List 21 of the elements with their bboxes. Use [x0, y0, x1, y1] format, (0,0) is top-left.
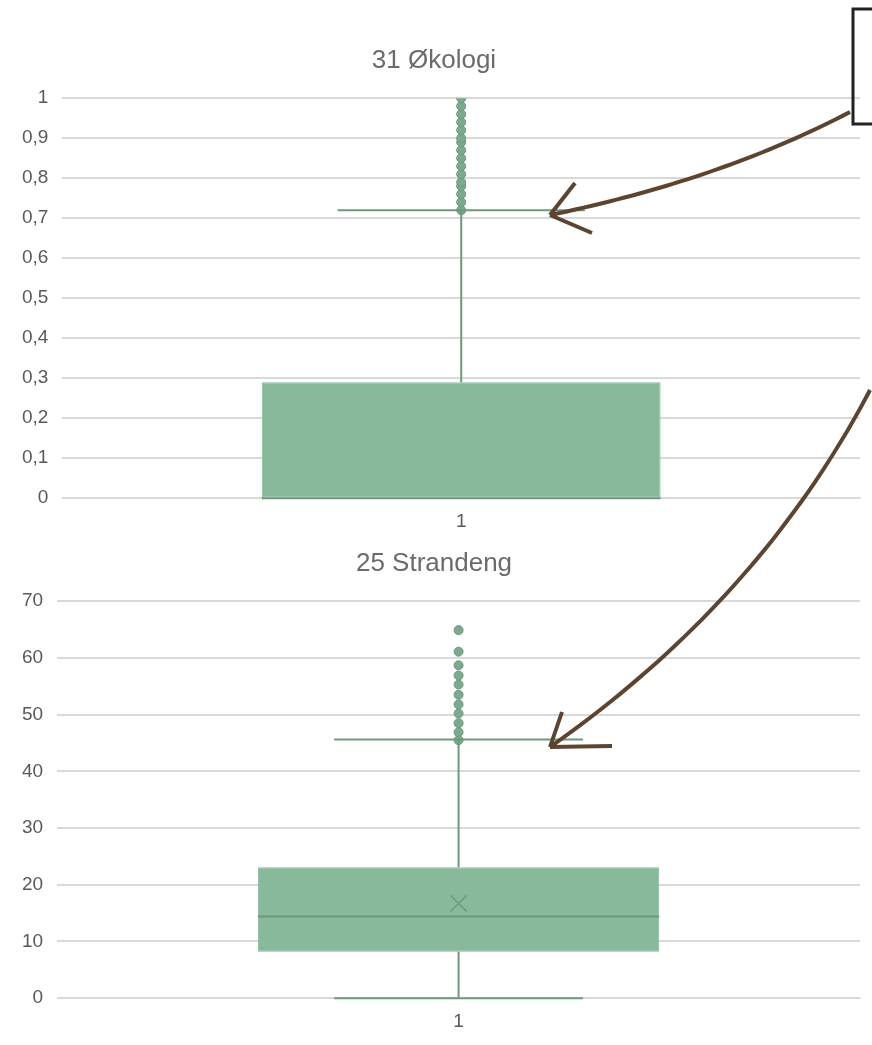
y-tick-label: 0,5: [21, 286, 49, 308]
y-tick-label: 0,4: [21, 326, 49, 348]
y-tick-label: 0,9: [21, 126, 49, 148]
y-tick-label: 0,3: [21, 366, 49, 388]
y-tick-label: 50: [21, 702, 44, 724]
y-tick-label: 1: [37, 86, 49, 108]
y-tick-label: 30: [21, 816, 44, 838]
y-tick-label: 0,7: [21, 206, 49, 228]
y-tick-label: 0: [37, 486, 49, 508]
y-tick-label: 0: [32, 986, 44, 1008]
y-tick-label: 20: [21, 873, 44, 895]
y-tick-label: 0,2: [21, 406, 49, 428]
y-tick-label: 60: [21, 646, 44, 668]
y-tick-label: 70: [21, 589, 44, 611]
y-tick-label: 0,6: [21, 246, 49, 268]
y-tick-label: 0,1: [21, 446, 49, 468]
y-tick-label: 40: [21, 759, 44, 781]
y-tick-label: 0,8: [21, 166, 49, 188]
y-tick-label: 10: [21, 929, 44, 951]
chart-title: 31 Økologi: [371, 43, 497, 74]
chart-title: 25 Strandeng: [355, 546, 513, 577]
